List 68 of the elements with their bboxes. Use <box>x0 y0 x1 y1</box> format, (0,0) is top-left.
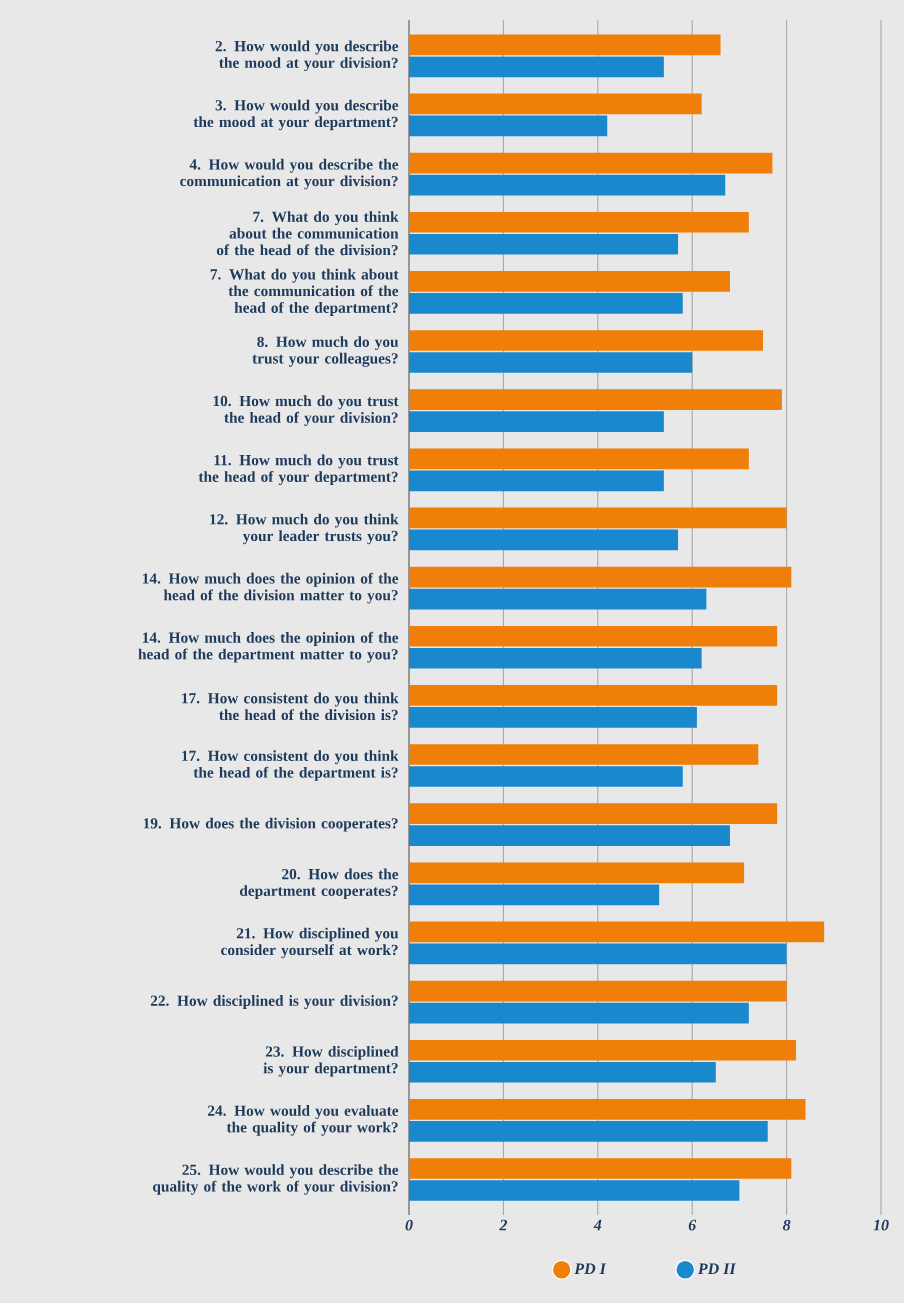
bar <box>409 293 683 314</box>
y-tick-label: 3. How would you describe the mood at your department? <box>193 99 399 131</box>
y-tick-label: 2. How would you describe the mood at your division? <box>215 40 399 72</box>
x-tick-label: 0 <box>405 1219 413 1231</box>
y-tick-label: 4. How would you describe the communication at your division? <box>180 158 399 190</box>
bar <box>409 233 679 255</box>
y-tick-label: 17. How consistent do you think the head of the division is? <box>182 692 399 721</box>
bar <box>409 152 773 174</box>
bar <box>409 862 745 884</box>
bar <box>409 980 787 1002</box>
y-tick-label: 14. How much does the opinion of the head of the department matter to you? <box>138 631 399 663</box>
bar <box>409 211 749 233</box>
x-tick-label: 10 <box>873 1219 889 1231</box>
y-tick-label: 11. How much do you trust the head of your department? <box>198 454 399 486</box>
y-tick-label: 20. How does the department cooperates? <box>239 868 399 900</box>
bar <box>409 625 778 647</box>
y-tick-label: 17. How consistent do you think the head of the department is? <box>182 750 399 781</box>
bar <box>409 1099 806 1120</box>
bar <box>409 884 660 906</box>
bar <box>409 921 825 943</box>
y-tick-label: 10. How much do you trust the head of your division? <box>213 395 399 426</box>
y-tick-label: 8. How much do you trust your colleagues? <box>252 336 399 367</box>
bar <box>409 411 664 432</box>
bar <box>409 470 664 492</box>
bar <box>409 588 707 610</box>
bar <box>409 271 730 292</box>
y-tick-label: 25. How would you describe the quality of the work of your division? <box>153 1164 399 1195</box>
bar <box>409 1121 768 1142</box>
bar <box>409 352 693 373</box>
y-tick-label: 14. How much does the opinion of the head of the division matter to you? <box>142 572 399 604</box>
y-tick-label: 22. How disciplined is your division? <box>150 995 398 1010</box>
y-tick-label: 24. How would you evaluate the quality of your work? <box>207 1105 399 1136</box>
x-tick-label: 6 <box>688 1219 697 1231</box>
bar <box>409 34 721 56</box>
bar <box>409 825 730 846</box>
x-tick-label: 4 <box>593 1219 602 1231</box>
bar <box>409 707 697 728</box>
bar <box>409 943 787 965</box>
bar <box>409 174 726 196</box>
bar <box>409 1180 740 1201</box>
bar <box>409 115 608 137</box>
x-tick-label: 8 <box>782 1219 791 1231</box>
y-tick-label: 7. What do you think about the communication of the head of the division? <box>216 211 399 256</box>
bar <box>409 93 702 115</box>
legend-label: PD I <box>574 1263 607 1275</box>
bar <box>409 1002 749 1024</box>
bar <box>409 647 702 669</box>
bar <box>409 766 683 787</box>
bar <box>409 507 787 529</box>
legend-label: PD II <box>697 1263 737 1275</box>
bar <box>409 330 763 351</box>
bar <box>409 529 679 551</box>
bar <box>409 1039 797 1061</box>
y-tick-label: 7. What do you think about the communication of the head of the department? <box>210 268 399 316</box>
bar <box>409 1061 716 1083</box>
y-tick-label: 19. How does the division cooperates? <box>143 817 398 832</box>
y-tick-label: 12. How much do you think your leader trusts you? <box>210 513 399 545</box>
y-tick-label: 21. How disciplined you consider yourself at work? <box>221 927 399 959</box>
y-tick-label: 23. How disciplined is your department? <box>263 1045 399 1077</box>
bar <box>409 566 792 588</box>
bar <box>409 448 749 470</box>
bar <box>409 744 759 765</box>
bar <box>409 1158 792 1179</box>
x-tick-label: 2 <box>499 1219 508 1231</box>
bar <box>409 389 782 410</box>
bar <box>409 685 778 706</box>
bar <box>409 803 778 824</box>
bar <box>409 56 664 78</box>
